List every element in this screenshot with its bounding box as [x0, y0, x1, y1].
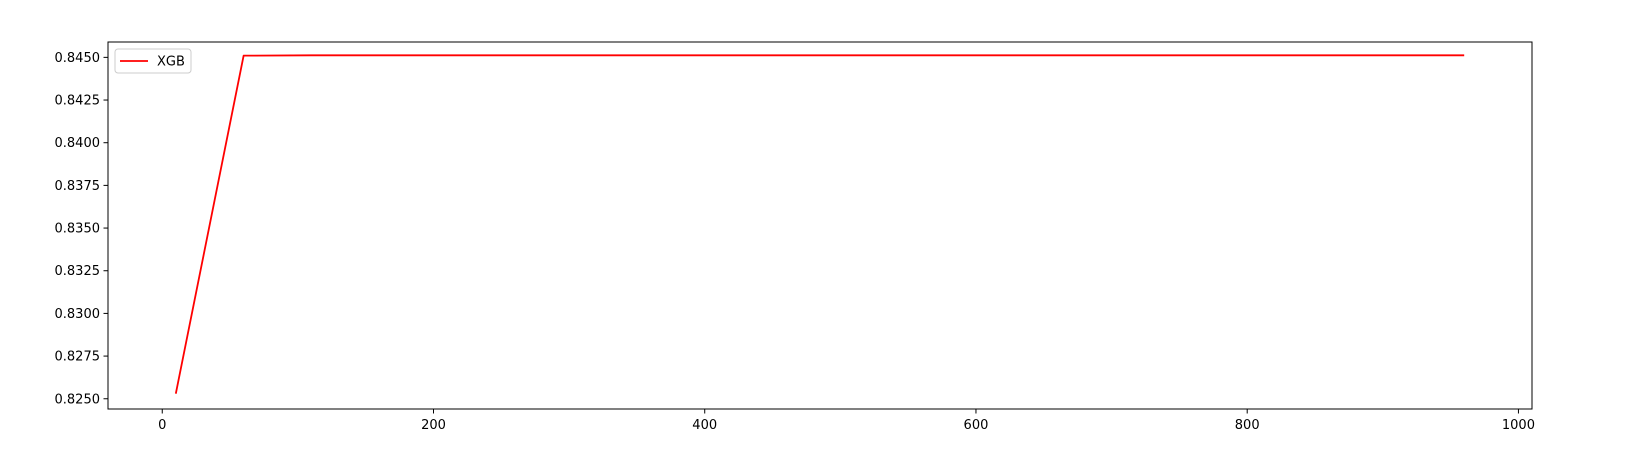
x-tick-label: 1000 — [1502, 418, 1535, 433]
data-point — [853, 55, 854, 56]
x-tick-label: 800 — [1235, 418, 1260, 433]
y-tick-label: 0.8375 — [55, 179, 101, 194]
legend-label-xgb: XGB — [157, 55, 185, 70]
data-point — [1464, 55, 1465, 56]
data-point — [243, 55, 244, 56]
data-point — [786, 55, 787, 56]
axis-ticks: 0 200 400 600 800 1000 0.8250 0.8275 0.8300 0.832… — [55, 51, 1535, 433]
x-tick-label: 200 — [421, 418, 446, 433]
x-tick-label: 600 — [964, 418, 989, 433]
data-point — [175, 393, 176, 394]
y-tick-label: 0.8275 — [55, 350, 101, 365]
legend: XGB — [114, 48, 192, 74]
series-line-xgb — [174, 54, 1465, 394]
legend-box — [114, 48, 192, 74]
data-point — [989, 55, 990, 56]
data-point — [514, 55, 515, 56]
data-point — [447, 55, 448, 56]
y-tick-label: 0.8400 — [55, 136, 101, 151]
data-point — [718, 55, 719, 56]
x-tick-label: 0 — [158, 418, 166, 433]
y-tick-label: 0.8425 — [55, 94, 101, 109]
data-point — [1192, 55, 1193, 56]
y-tick-label: 0.8250 — [55, 392, 101, 407]
y-tick-label: 0.8350 — [55, 222, 101, 237]
data-point — [379, 55, 380, 56]
data-point — [1057, 55, 1058, 56]
data-point — [1260, 55, 1261, 56]
data-point — [921, 55, 922, 56]
data-point — [1396, 55, 1397, 56]
data-point — [650, 55, 651, 56]
data-point — [1125, 55, 1126, 56]
y-tick-label: 0.8325 — [55, 264, 101, 279]
x-tick-label: 400 — [692, 418, 717, 433]
y-tick-label: 0.8450 — [55, 51, 101, 66]
data-point — [311, 55, 312, 56]
data-point — [582, 55, 583, 56]
series-layer — [174, 54, 1465, 394]
data-point — [1328, 55, 1329, 56]
y-tick-label: 0.8300 — [55, 307, 101, 322]
plot-area-frame — [107, 41, 1533, 410]
